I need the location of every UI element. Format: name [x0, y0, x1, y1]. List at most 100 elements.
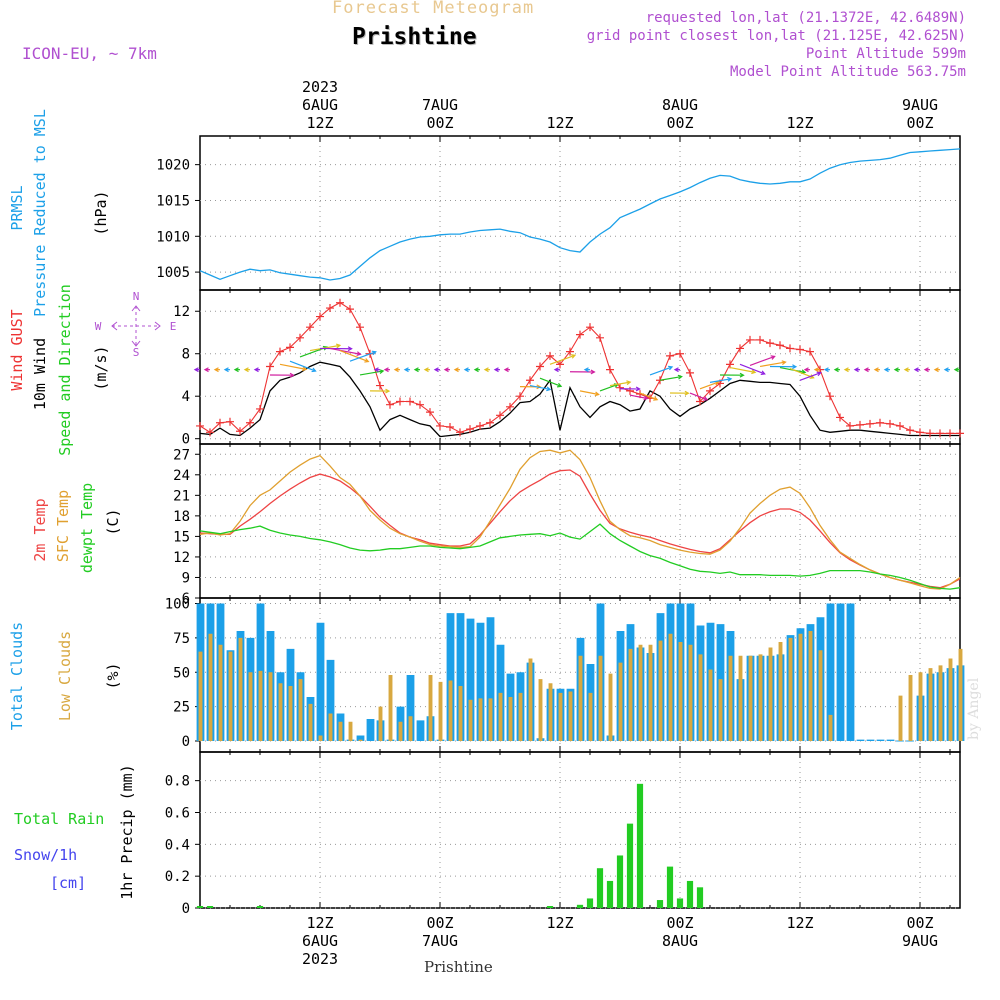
- wind-arrow-head: [594, 391, 600, 397]
- wind-arrow-head: [553, 367, 559, 373]
- time-label-top: 2023: [302, 78, 338, 96]
- wind-arrow-head: [643, 395, 649, 401]
- temp-line-2: [199, 523, 961, 590]
- total-cloud-bar: [826, 603, 835, 741]
- wind-arrow-head: [371, 350, 377, 356]
- wind-arrow-head: [536, 384, 542, 390]
- low-cloud-bar: [298, 679, 303, 741]
- total-cloud-bar: [316, 622, 325, 741]
- ytick-label-pressure: 1005: [156, 265, 190, 281]
- low-cloud-bar: [708, 669, 713, 741]
- wind-arrow-head: [213, 367, 219, 373]
- rain-bar: [546, 906, 554, 908]
- gust-marker: [616, 383, 624, 392]
- total-cloud-bar: [856, 739, 865, 741]
- wind-arrow: [609, 381, 631, 387]
- low-cloud-bar: [658, 640, 663, 741]
- pressure-label-short: PRMSL: [8, 185, 26, 230]
- rain-bar: [696, 887, 704, 908]
- time-label-bottom: 6AUG: [302, 932, 338, 950]
- low-cloud-bar: [768, 647, 773, 741]
- gust-marker: [926, 429, 934, 438]
- low-cloud-bar: [558, 692, 563, 741]
- wind-arrow-head: [203, 367, 209, 373]
- wind-arrow-head: [311, 367, 317, 373]
- wind-arrow-head: [873, 367, 879, 373]
- wind-arrow-head: [923, 367, 929, 373]
- wind-arrow: [329, 347, 361, 355]
- wind-arrow-head: [570, 354, 577, 359]
- wind-arrow-head: [393, 367, 399, 373]
- sfc-temp-label: SFC Temp: [54, 490, 72, 562]
- gust-marker: [476, 421, 484, 430]
- gust-marker: [596, 333, 604, 342]
- low-cloud-bar: [238, 637, 243, 741]
- total-cloud-bar: [326, 659, 335, 741]
- wind-arrow-head: [453, 367, 459, 373]
- wind-arrow-head: [853, 367, 859, 373]
- ytick-label-precip: 0.4: [165, 837, 190, 853]
- dewpt-label: dewpt Temp: [78, 483, 96, 573]
- compass-west: W: [95, 320, 102, 333]
- low-cloud-bar: [468, 699, 473, 741]
- wind-arrow-head: [953, 367, 959, 373]
- gust-marker: [416, 400, 424, 409]
- wind-arrow-head: [883, 367, 889, 373]
- ytick-label-pressure: 1020: [156, 158, 190, 174]
- low-cloud-bar: [798, 633, 803, 741]
- total-cloud-bar: [836, 603, 845, 741]
- gust-marker: [256, 404, 264, 413]
- wind-arrow-head: [590, 369, 596, 375]
- rain-bar: [196, 906, 204, 908]
- total-cloud-bar: [846, 603, 855, 741]
- low-cloud-bar: [428, 675, 433, 741]
- gust-marker: [346, 305, 354, 314]
- gust-marker: [526, 376, 534, 385]
- time-label-bottom: 00Z: [906, 914, 933, 932]
- low-cloud-bar: [548, 683, 553, 741]
- wind-arrow: [739, 363, 765, 375]
- low-cloud-bar: [388, 675, 393, 741]
- low-cloud-bar: [738, 655, 743, 741]
- wind-arrow-head: [816, 371, 822, 377]
- low-cloud-bar: [898, 695, 903, 741]
- rain-bar: [636, 783, 644, 908]
- gust-marker: [316, 312, 324, 321]
- wind-arrow-head: [364, 358, 370, 363]
- total-cloud-bar: [446, 613, 455, 741]
- gust-marker: [766, 339, 774, 348]
- rain-bar: [606, 880, 614, 908]
- low-cloud-bar: [578, 655, 583, 741]
- total-cloud-bar: [866, 739, 875, 741]
- pressure-unit: (hPa): [92, 190, 110, 235]
- wind-arrow-head: [223, 367, 229, 373]
- low-cloud-bar: [808, 631, 813, 741]
- total-cloud-bar: [466, 618, 475, 741]
- wind-arrow-head: [843, 367, 849, 373]
- gust-marker: [756, 335, 764, 344]
- wind-arrow: [689, 392, 708, 401]
- wind-label: 10m Wind: [31, 338, 49, 410]
- low-cloud-bar: [348, 721, 353, 741]
- gust-marker: [886, 419, 894, 428]
- gust-marker: [506, 402, 514, 411]
- wind-arrow-head: [863, 367, 869, 373]
- wind-arrow-head: [583, 367, 589, 373]
- low-cloud-bar: [198, 651, 203, 741]
- low-cloud-bar: [948, 658, 953, 741]
- wind-arrow-head: [933, 367, 939, 373]
- gust-marker: [606, 365, 614, 374]
- total-cloud-bar: [476, 622, 485, 741]
- wind-arrow: [699, 381, 719, 390]
- wind-arrow-head: [803, 367, 809, 373]
- wind-arrow: [539, 377, 562, 387]
- low-cloud-bar: [538, 679, 543, 741]
- gust-marker: [626, 386, 634, 395]
- wind-arrow-head: [760, 370, 766, 376]
- gust-marker: [726, 360, 734, 369]
- ytick-label-wind: 4: [182, 389, 190, 405]
- wind-arrow-head: [903, 367, 909, 373]
- ytick-label-precip: 0.6: [165, 805, 190, 821]
- gust-marker: [546, 351, 554, 360]
- ytick-label-temp: 21: [173, 488, 190, 504]
